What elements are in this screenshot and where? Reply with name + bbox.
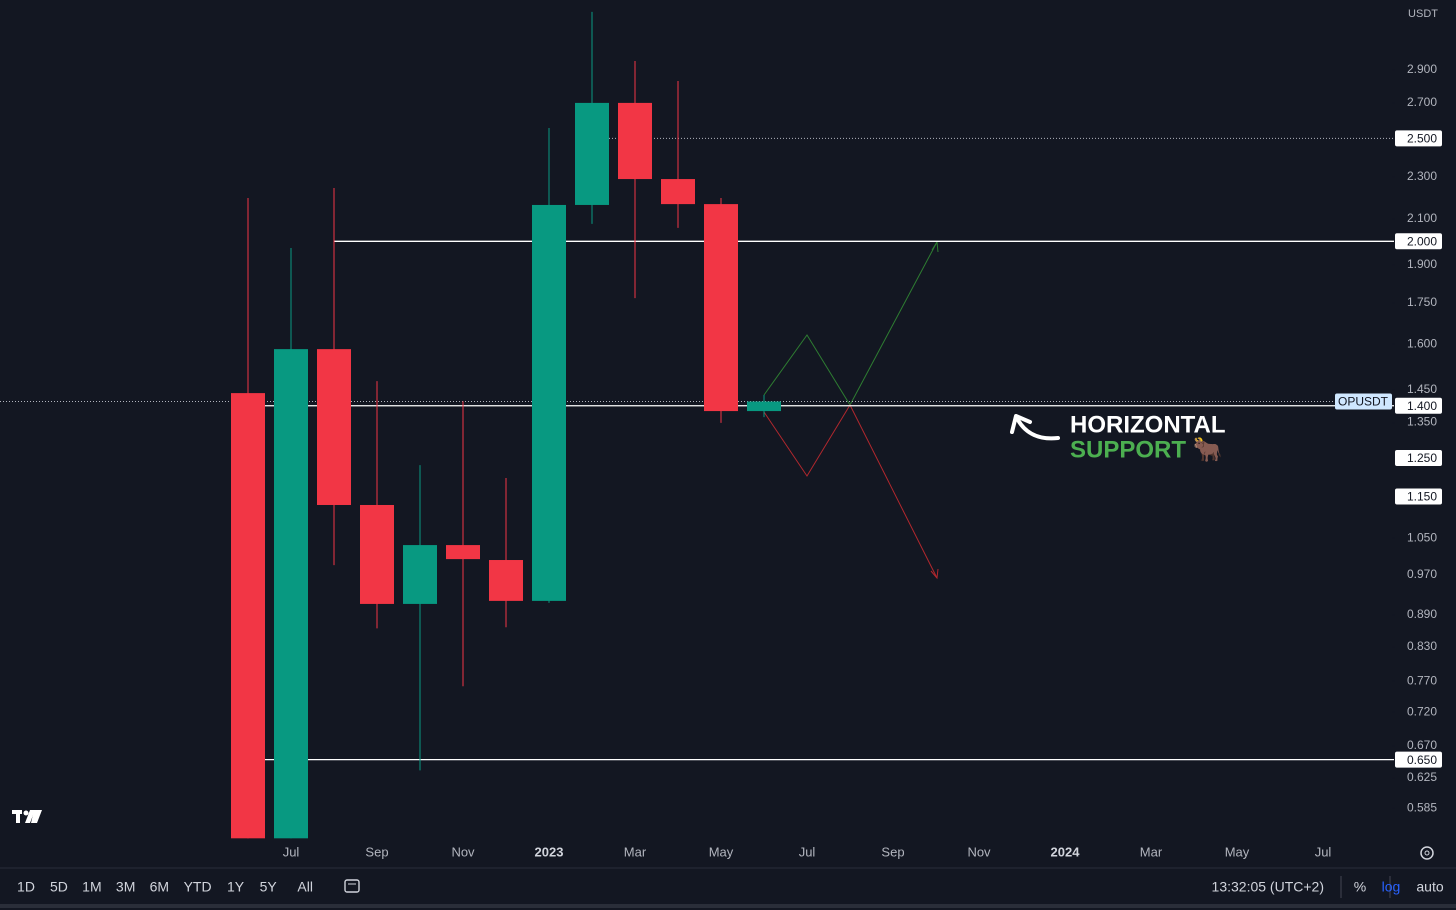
x-tick-label: Jul bbox=[799, 844, 816, 859]
y-tick-label: 0.585 bbox=[1407, 800, 1437, 814]
x-tick-label: Mar bbox=[624, 844, 647, 859]
level-label-box bbox=[1395, 450, 1442, 467]
y-tick-label: 1.450 bbox=[1407, 382, 1437, 396]
y-tick-label: 2.100 bbox=[1407, 211, 1437, 225]
candle-body bbox=[231, 393, 265, 839]
y-tick-label: 0.890 bbox=[1407, 607, 1437, 621]
level-label: 1.150 bbox=[1407, 490, 1437, 504]
x-tick-label: Nov bbox=[451, 844, 475, 859]
candle-body bbox=[704, 204, 738, 412]
level-label-box bbox=[1395, 751, 1442, 768]
range-button[interactable]: 5D bbox=[50, 879, 68, 895]
y-tick-label: 1.900 bbox=[1407, 257, 1437, 271]
x-tick-label: Mar bbox=[1140, 844, 1163, 859]
range-button[interactable]: 5Y bbox=[260, 879, 278, 895]
range-button[interactable]: 6M bbox=[150, 879, 169, 895]
x-tick-label: Sep bbox=[881, 844, 904, 859]
candle-body bbox=[747, 401, 781, 412]
y-tick-label: 0.970 bbox=[1407, 567, 1437, 581]
range-button[interactable]: YTD bbox=[184, 879, 212, 895]
arrow-head bbox=[930, 568, 939, 580]
x-tick-label: May bbox=[1225, 844, 1250, 859]
x-tick-label: Nov bbox=[967, 844, 991, 859]
y-tick-label: 0.720 bbox=[1407, 705, 1437, 719]
x-tick-label: Sep bbox=[365, 844, 388, 859]
y-tick-label: 0.830 bbox=[1407, 639, 1437, 653]
scale-option[interactable]: auto bbox=[1416, 879, 1443, 895]
last-price-box bbox=[1335, 393, 1392, 410]
last-price-label: OPUSDT bbox=[1338, 395, 1389, 409]
level-label: 0.650 bbox=[1407, 753, 1437, 767]
range-button[interactable]: All bbox=[297, 879, 313, 895]
x-tick-label: Jul bbox=[1315, 844, 1332, 859]
settings-icon[interactable] bbox=[1420, 846, 1434, 860]
annotation-line1: HORIZONTAL bbox=[1070, 411, 1226, 438]
y-tick-label: 2.700 bbox=[1407, 95, 1437, 109]
range-button[interactable]: 1Y bbox=[227, 879, 245, 895]
candle-body bbox=[532, 204, 566, 601]
y-tick-label: 1.350 bbox=[1407, 415, 1437, 429]
x-tick-label: 2024 bbox=[1051, 844, 1081, 859]
candle-body bbox=[489, 560, 523, 601]
clock: 13:32:05 (UTC+2) bbox=[1212, 879, 1324, 895]
candle-body bbox=[403, 545, 437, 604]
annotation-line2: SUPPORT 🐂 bbox=[1070, 436, 1223, 463]
y-tick-label: 1.050 bbox=[1407, 531, 1437, 545]
y-tick-label: 1.600 bbox=[1407, 336, 1437, 350]
annotation-arrow-head bbox=[1010, 414, 1032, 434]
level-label: 2.000 bbox=[1407, 234, 1437, 248]
range-button[interactable]: 3M bbox=[116, 879, 135, 895]
x-tick-label: Jul bbox=[283, 844, 300, 859]
y-tick-label: 2.900 bbox=[1407, 62, 1437, 76]
calendar-icon[interactable] bbox=[344, 879, 360, 893]
candle-body bbox=[618, 102, 652, 180]
arrow-head bbox=[931, 240, 939, 253]
candle-body bbox=[446, 545, 480, 560]
logo bbox=[12, 810, 42, 823]
range-button[interactable]: 1M bbox=[82, 879, 101, 895]
candle-body bbox=[317, 349, 351, 505]
range-button[interactable]: 1D bbox=[17, 879, 35, 895]
candle-body bbox=[274, 349, 308, 839]
level-label: 2.500 bbox=[1407, 132, 1437, 146]
y-tick-label: 1.750 bbox=[1407, 295, 1437, 309]
candle-body bbox=[575, 102, 609, 205]
scale-option[interactable]: log bbox=[1382, 879, 1401, 895]
settings-icon-center bbox=[1424, 850, 1430, 856]
candle-body bbox=[360, 504, 394, 604]
y-tick-label: 0.770 bbox=[1407, 674, 1437, 688]
scale-option[interactable]: % bbox=[1354, 879, 1366, 895]
y-tick-label: 0.670 bbox=[1407, 738, 1437, 752]
x-tick-label: 2023 bbox=[535, 844, 564, 859]
level-label: 1.400 bbox=[1407, 399, 1437, 413]
projection-up bbox=[763, 241, 938, 407]
projection-down bbox=[763, 403, 938, 579]
currency-label[interactable]: USDT bbox=[1408, 8, 1438, 20]
y-tick-label: 2.300 bbox=[1407, 169, 1437, 183]
y-tick-label: 0.625 bbox=[1407, 770, 1437, 784]
annotation-arrow bbox=[1016, 418, 1060, 441]
level-label: 1.250 bbox=[1407, 451, 1437, 465]
level-label-box bbox=[1395, 397, 1442, 414]
candle-body bbox=[661, 179, 695, 205]
level-label-box bbox=[1395, 130, 1442, 147]
level-label-box bbox=[1395, 488, 1442, 505]
level-label-box bbox=[1395, 233, 1442, 250]
x-tick-label: May bbox=[709, 844, 734, 859]
